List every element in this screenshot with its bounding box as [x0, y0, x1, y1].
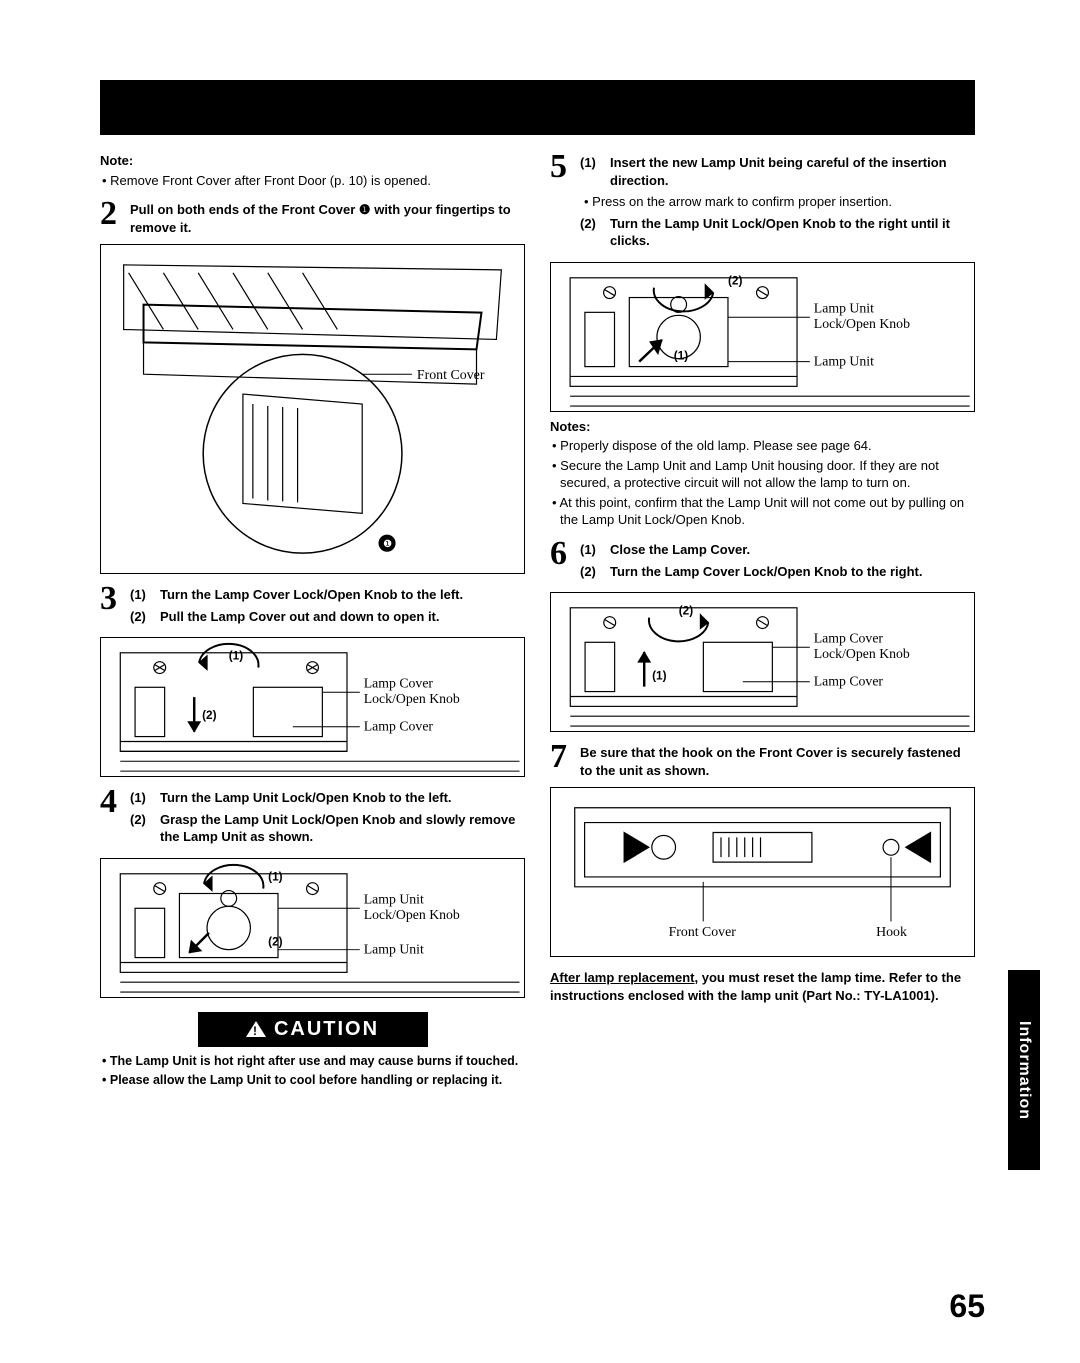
sub-num: (2) — [580, 563, 604, 581]
step-number: 4 — [100, 787, 124, 850]
fig-label-front-cover: Front Cover — [417, 368, 485, 383]
figure-step3: (1) (2) Lamp CoverLock/Open Knob Lamp Co… — [100, 637, 525, 777]
fig-n2: (2) — [679, 604, 694, 618]
sub-num: (2) — [580, 215, 604, 250]
sub-num: (2) — [130, 811, 154, 846]
step-number: 2 — [100, 199, 124, 236]
step-6-body: (1) Close the Lamp Cover. (2) Turn the Lam… — [580, 539, 975, 584]
step-7: 7 Be sure that the hook on the Front Cov… — [550, 742, 975, 779]
sub-num: (2) — [130, 608, 154, 626]
sub-text: Insert the new Lamp Unit being careful o… — [610, 154, 975, 189]
fig-l2: Hook — [876, 924, 907, 939]
sub-num: (1) — [130, 789, 154, 807]
header-bar — [100, 80, 975, 135]
step-5: 5 (1)Insert the new Lamp Unit being care… — [550, 152, 975, 254]
sub-num: (1) — [580, 154, 604, 189]
fig-l1: Lamp UnitLock/Open Knob — [814, 300, 910, 331]
caution-item: Please allow the Lamp Unit to cool befor… — [100, 1072, 525, 1089]
side-tab-information: Information — [1008, 970, 1040, 1170]
step-6: 6 (1) Close the Lamp Cover. (2) Turn the L… — [550, 539, 975, 584]
fig-l2: Lamp Unit — [814, 353, 874, 368]
caution-item: The Lamp Unit is hot right after use and… — [100, 1053, 525, 1070]
sub-text: Pull the Lamp Cover out and down to open… — [160, 608, 525, 626]
sub-text: Turn the Lamp Cover Lock/Open Knob to th… — [610, 563, 975, 581]
after-replacement-note: After lamp replacement, you must reset t… — [550, 969, 975, 1004]
sub-num: (1) — [580, 541, 604, 559]
caution-list: The Lamp Unit is hot right after use and… — [100, 1053, 525, 1089]
sub-text: Turn the Lamp Cover Lock/Open Knob to th… — [160, 586, 525, 604]
figure-step4: (1) (2) Lamp UnitLock/Open Knob Lamp Uni… — [100, 858, 525, 998]
page-number: 65 — [949, 1285, 985, 1328]
sub-bullet: Press on the arrow mark to confirm prope… — [580, 193, 975, 211]
fig-l2: Lamp Unit — [364, 942, 424, 957]
fig-n2: (2) — [268, 935, 283, 949]
sub-text: Turn the Lamp Unit Lock/Open Knob to the… — [160, 789, 525, 807]
note-text: Remove Front Cover after Front Door (p. … — [100, 172, 525, 190]
step-number: 7 — [550, 742, 574, 779]
warning-icon — [246, 1021, 266, 1037]
fig-l1: Front Cover — [669, 924, 737, 939]
sub-text: Grasp the Lamp Unit Lock/Open Knob and s… — [160, 811, 525, 846]
fig-l1: Lamp CoverLock/Open Knob — [814, 630, 910, 661]
fig-l1: Lamp UnitLock/Open Knob — [364, 891, 460, 922]
step-3: 3 (1) Turn the Lamp Cover Lock/Open Knob … — [100, 584, 525, 629]
fig-l2: Lamp Cover — [364, 719, 434, 734]
fig-n1: (1) — [674, 348, 689, 362]
fig-n1: (1) — [229, 649, 244, 663]
note-item: Secure the Lamp Unit and Lamp Unit housi… — [550, 457, 975, 492]
step-number: 6 — [550, 539, 574, 584]
figure-step2: Front Cover ❶ — [100, 244, 525, 574]
left-column: Note: Remove Front Cover after Front Doo… — [100, 152, 525, 1091]
step-5-body: (1)Insert the new Lamp Unit being carefu… — [580, 152, 975, 254]
step-4: 4 (1) Turn the Lamp Unit Lock/Open Knob t… — [100, 787, 525, 850]
figure-step5: (2) (1) Lamp UnitLock/Open Knob Lamp Uni… — [550, 262, 975, 412]
figure-step6: (2) (1) Lamp CoverLock/Open Knob Lamp Co… — [550, 592, 975, 732]
note-heading: Note: — [100, 152, 525, 170]
step-2: 2 Pull on both ends of the Front Cover ❶… — [100, 199, 525, 236]
step-number: 5 — [550, 152, 574, 254]
sub-num: (1) — [130, 586, 154, 604]
note-item: Properly dispose of the old lamp. Please… — [550, 437, 975, 455]
fig-l2: Lamp Cover — [814, 674, 884, 689]
fig-n1: (1) — [268, 870, 283, 884]
caution-box: CAUTION — [198, 1012, 428, 1047]
sub-text: Turn the Lamp Unit Lock/Open Knob to the… — [610, 215, 975, 250]
caution-label: CAUTION — [274, 1016, 379, 1043]
figure-step7: Front Cover Hook — [550, 787, 975, 957]
fig-marker: ❶ — [383, 539, 392, 550]
step-number: 3 — [100, 584, 124, 629]
step-2-text: Pull on both ends of the Front Cover ❶ w… — [130, 199, 525, 236]
notes-heading: Notes: — [550, 418, 975, 436]
step-4-body: (1) Turn the Lamp Unit Lock/Open Knob to … — [130, 787, 525, 850]
fig-n1: (1) — [652, 669, 667, 683]
content-area: Note: Remove Front Cover after Front Doo… — [100, 152, 975, 1091]
after-underline: After lamp replacement — [550, 970, 695, 985]
step-3-body: (1) Turn the Lamp Cover Lock/Open Knob to… — [130, 584, 525, 629]
fig-n2: (2) — [202, 708, 217, 722]
fig-l1: Lamp CoverLock/Open Knob — [364, 676, 460, 707]
sub-text: Close the Lamp Cover. — [610, 541, 975, 559]
right-column: 5 (1)Insert the new Lamp Unit being care… — [550, 152, 975, 1091]
fig-n2: (2) — [728, 273, 743, 287]
step-7-text: Be sure that the hook on the Front Cover… — [580, 742, 975, 779]
note-item: At this point, confirm that the Lamp Uni… — [550, 494, 975, 529]
